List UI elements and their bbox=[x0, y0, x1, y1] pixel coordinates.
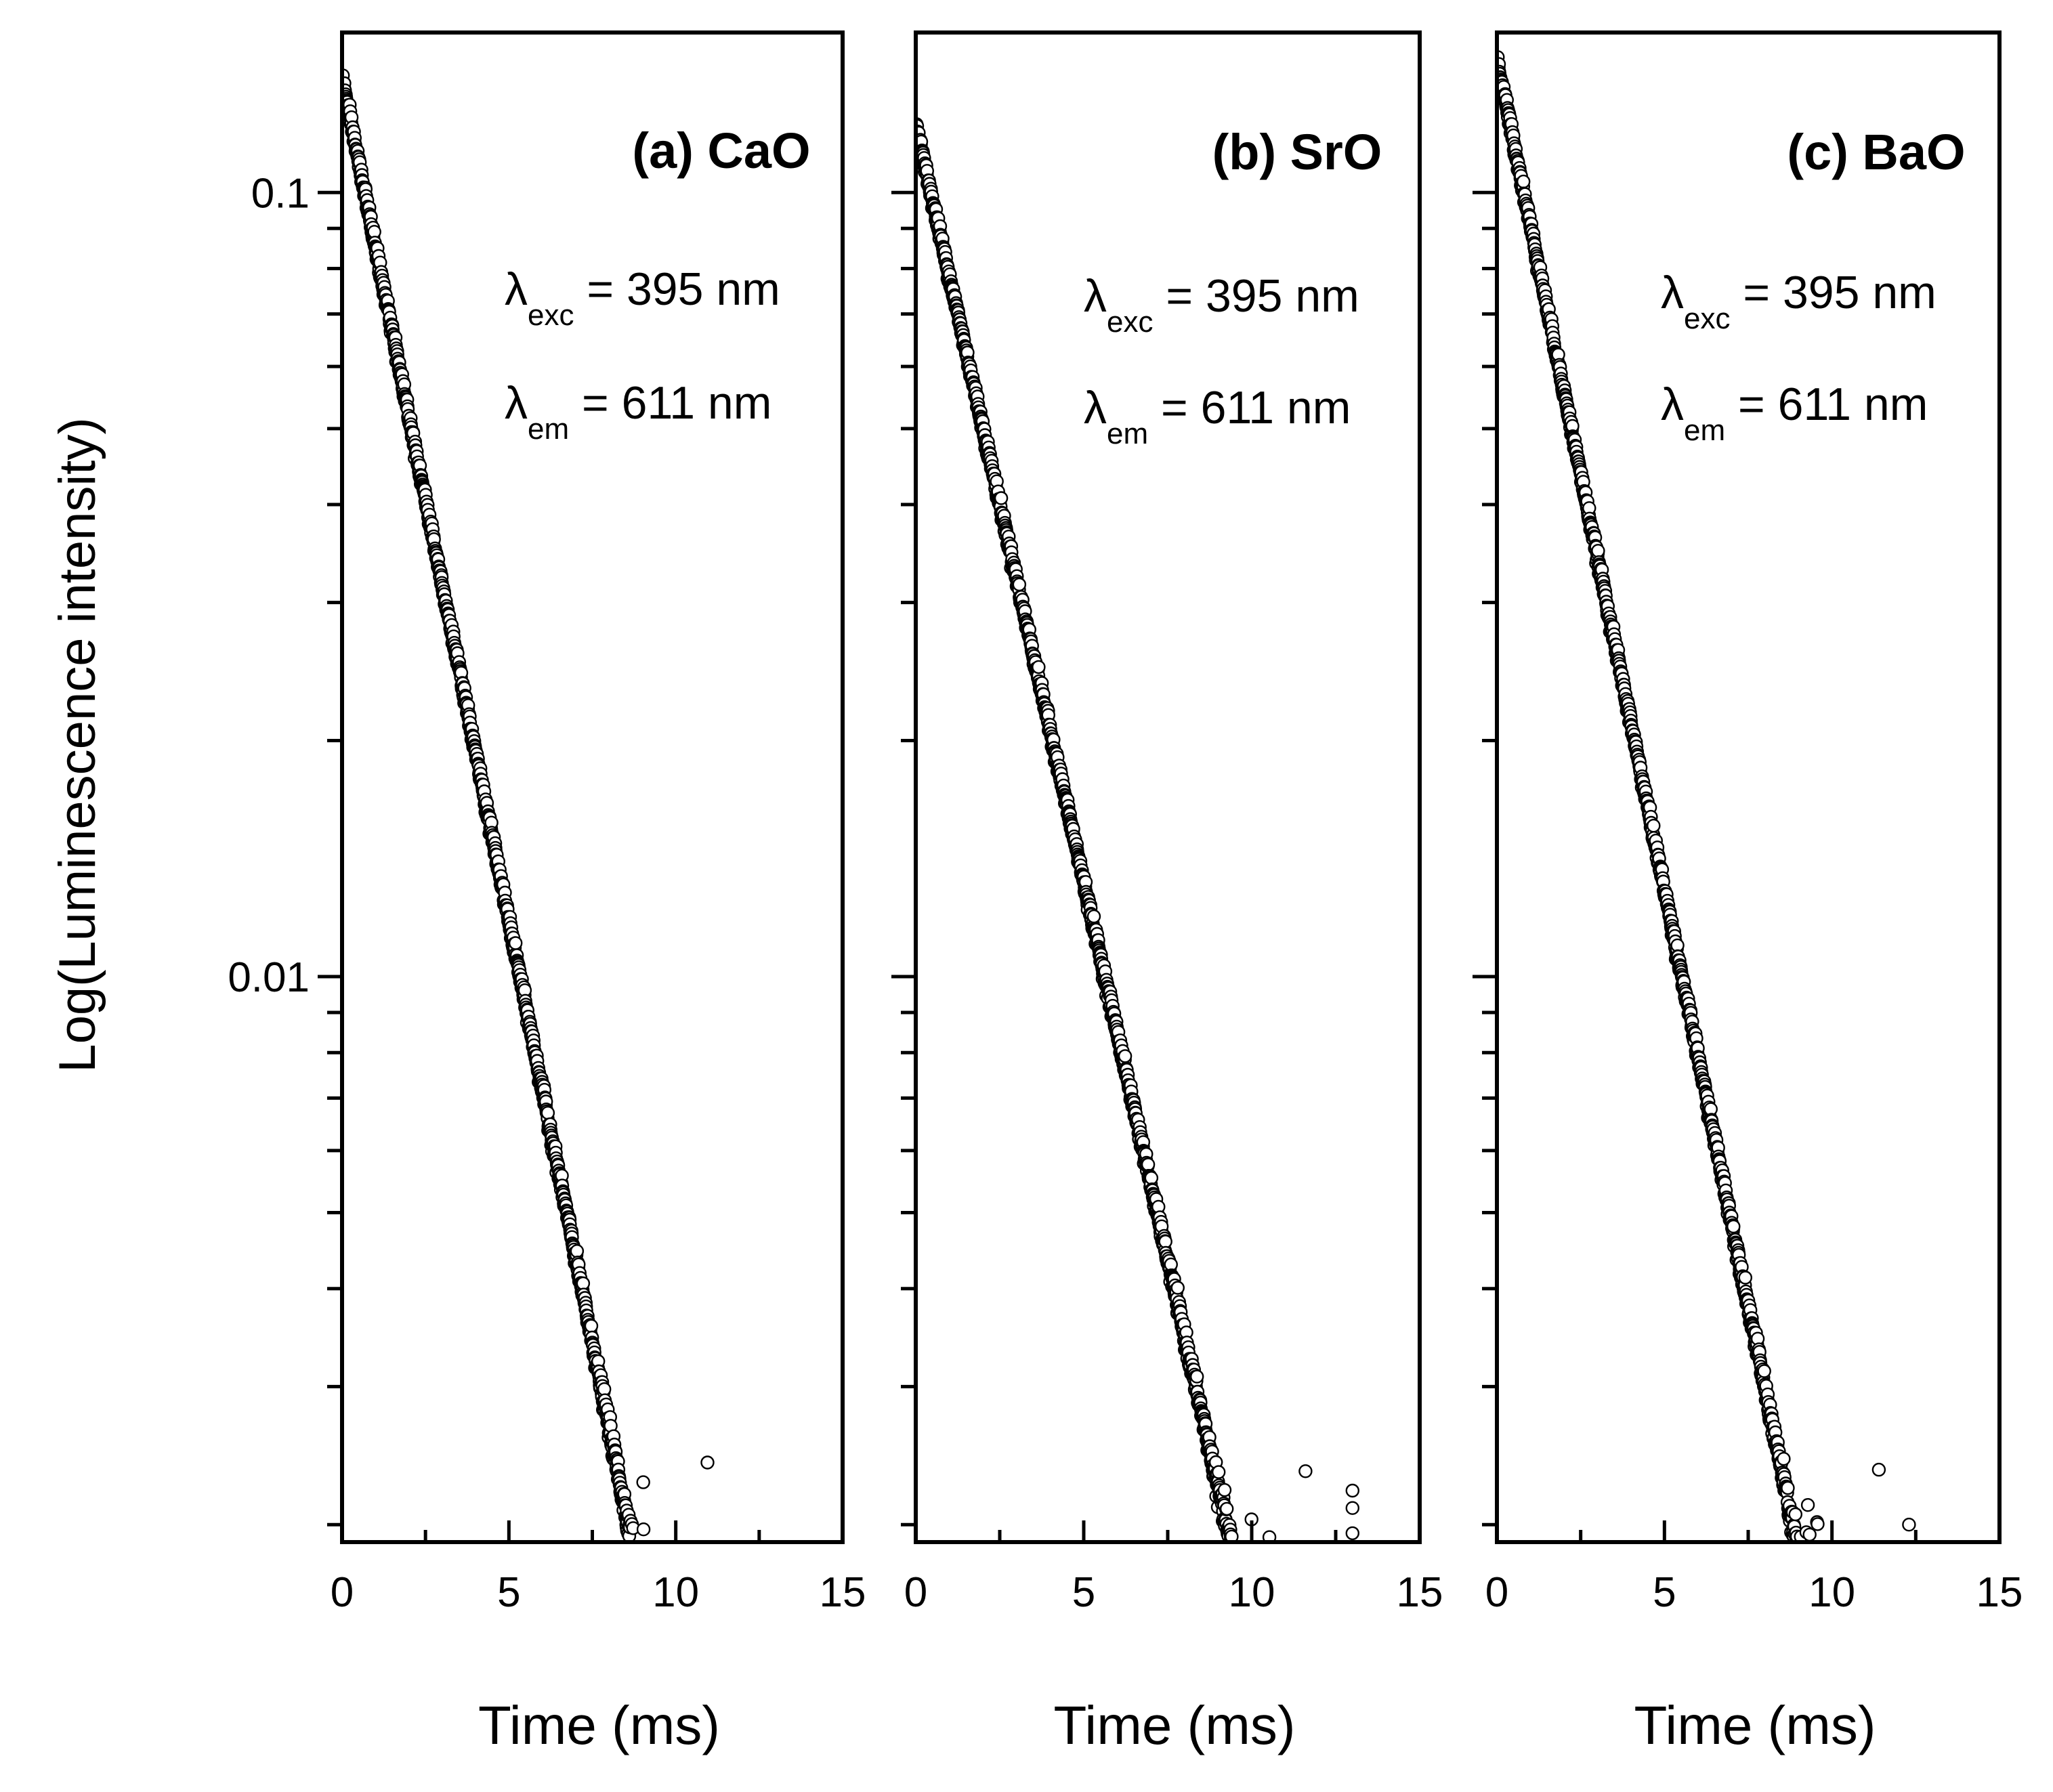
data-point bbox=[700, 1455, 715, 1470]
data-point bbox=[1219, 1501, 1234, 1516]
data-point bbox=[1144, 1171, 1159, 1185]
wavelength-annotation: λexc = 395 nm bbox=[1084, 270, 1359, 339]
y-axis-label: Log(Luminescence intensity) bbox=[49, 417, 106, 1072]
annotation-subscript: em bbox=[1107, 417, 1148, 450]
annotation-symbol: λ bbox=[505, 263, 528, 315]
x-axis-label: Time (ms) bbox=[1054, 1695, 1296, 1755]
data-point bbox=[1211, 1465, 1226, 1479]
data-point bbox=[1516, 174, 1531, 189]
annotation-subscript: em bbox=[1684, 414, 1725, 447]
panel-title: (b) SrO bbox=[1212, 124, 1382, 180]
data-point bbox=[636, 1475, 650, 1489]
data-point bbox=[1345, 1483, 1360, 1498]
data-point bbox=[1262, 1530, 1277, 1542]
data-series bbox=[342, 68, 715, 1542]
data-point bbox=[541, 1105, 555, 1120]
annotation-value: = 611 nm bbox=[1148, 382, 1351, 433]
x-axis-label: Time (ms) bbox=[478, 1695, 720, 1755]
data-point bbox=[636, 1522, 651, 1537]
data-point bbox=[1189, 1369, 1204, 1384]
annotation-value: = 395 nm bbox=[1730, 267, 1936, 318]
annotation-subscript: exc bbox=[1107, 305, 1153, 339]
x-tick-label: 10 bbox=[652, 1569, 699, 1616]
data-point bbox=[1170, 1281, 1185, 1295]
x-tick-label: 15 bbox=[1976, 1569, 2023, 1616]
data-point bbox=[1591, 544, 1605, 558]
annotation-value: = 611 nm bbox=[569, 377, 771, 429]
data-point bbox=[1158, 1235, 1172, 1249]
data-point bbox=[1345, 1501, 1360, 1515]
data-series bbox=[1497, 50, 1916, 1542]
annotation-value: = 611 nm bbox=[1725, 379, 1928, 430]
wavelength-annotation: λexc = 395 nm bbox=[505, 263, 780, 332]
data-point bbox=[1871, 1462, 1886, 1477]
x-axis-label: Time (ms) bbox=[1634, 1695, 1876, 1755]
data-series bbox=[916, 117, 1360, 1542]
data-point bbox=[1012, 577, 1027, 592]
annotation-value: = 395 nm bbox=[1153, 270, 1359, 322]
data-point bbox=[1217, 1482, 1232, 1497]
annotation-symbol: λ bbox=[1661, 379, 1684, 430]
annotation-subscript: exc bbox=[1684, 302, 1730, 335]
x-tick-label: 5 bbox=[1653, 1569, 1676, 1616]
annotation-value: = 395 nm bbox=[574, 263, 780, 315]
data-point bbox=[1086, 909, 1101, 924]
annotation-symbol: λ bbox=[1661, 267, 1684, 318]
data-point bbox=[1802, 1527, 1817, 1542]
data-point bbox=[1781, 1480, 1795, 1495]
data-point bbox=[1902, 1517, 1916, 1532]
annotation-symbol: λ bbox=[1084, 270, 1107, 322]
data-point bbox=[1647, 818, 1661, 833]
wavelength-annotation: λem = 611 nm bbox=[1084, 382, 1351, 450]
data-point bbox=[994, 491, 1009, 505]
wavelength-annotation: λem = 611 nm bbox=[505, 377, 771, 446]
y-tick-label: 0.1 bbox=[251, 170, 310, 217]
x-tick-label: 5 bbox=[497, 1569, 520, 1616]
x-tick-label: 0 bbox=[904, 1569, 927, 1616]
annotation-symbol: λ bbox=[505, 377, 528, 429]
data-point bbox=[570, 1244, 585, 1258]
panel-title: (a) CaO bbox=[632, 123, 810, 179]
data-point bbox=[1757, 1364, 1771, 1378]
panel-title: (c) BaO bbox=[1787, 124, 1965, 180]
data-point bbox=[1811, 1517, 1825, 1531]
x-tick-label: 5 bbox=[1072, 1569, 1095, 1616]
data-point bbox=[509, 936, 523, 950]
data-point bbox=[1298, 1464, 1313, 1478]
data-point bbox=[1788, 1507, 1803, 1522]
x-tick-label: 10 bbox=[1808, 1569, 1855, 1616]
x-tick-label: 0 bbox=[331, 1569, 354, 1616]
x-tick-label: 15 bbox=[1397, 1569, 1443, 1616]
data-point bbox=[1225, 1529, 1239, 1542]
data-point bbox=[584, 1319, 599, 1334]
x-tick-label: 15 bbox=[820, 1569, 866, 1616]
data-point bbox=[1118, 1049, 1133, 1063]
data-point bbox=[1345, 1526, 1360, 1541]
data-point bbox=[1800, 1497, 1815, 1512]
x-tick-label: 10 bbox=[1229, 1569, 1275, 1616]
data-point bbox=[1032, 660, 1046, 675]
data-point bbox=[1777, 1451, 1791, 1466]
x-tick-label: 0 bbox=[1485, 1569, 1508, 1616]
data-point bbox=[576, 1276, 591, 1291]
data-point bbox=[1141, 1157, 1156, 1172]
data-point bbox=[1738, 1271, 1753, 1285]
annotation-symbol: λ bbox=[1084, 382, 1107, 433]
data-point bbox=[1727, 1219, 1741, 1234]
annotation-subscript: exc bbox=[528, 299, 574, 332]
annotation-subscript: em bbox=[528, 412, 569, 446]
y-tick-label: 0.01 bbox=[228, 954, 310, 1001]
